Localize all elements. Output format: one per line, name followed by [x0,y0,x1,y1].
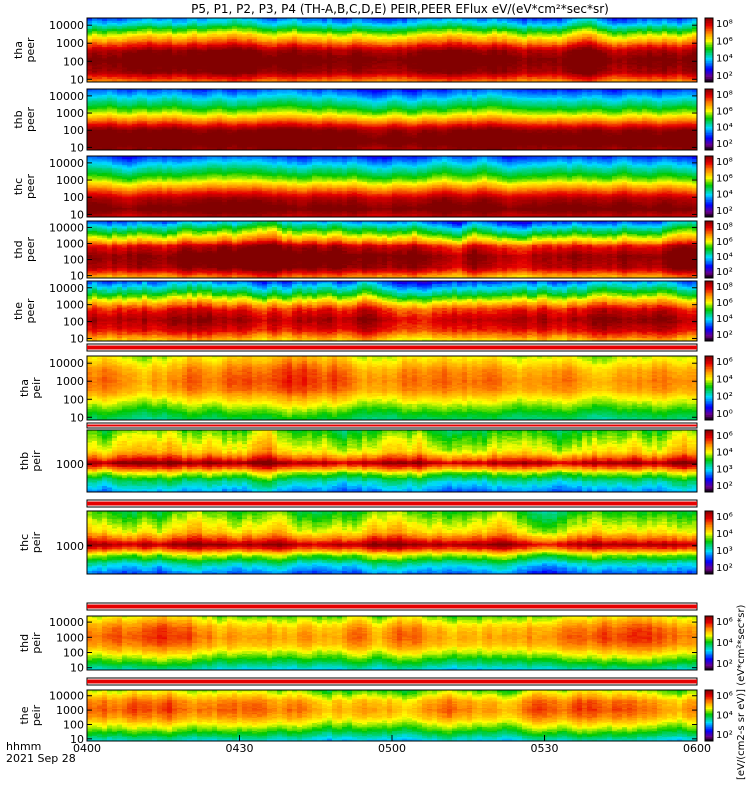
heatmap-cells [87,18,698,83]
figure-title: P5, P1, P2, P3, P4 (TH-A,B,C,D,E) PEIR,P… [191,2,609,16]
panels-group: 10000100010010thapeer10⁸10⁶10⁴10²1000010… [12,18,733,746]
